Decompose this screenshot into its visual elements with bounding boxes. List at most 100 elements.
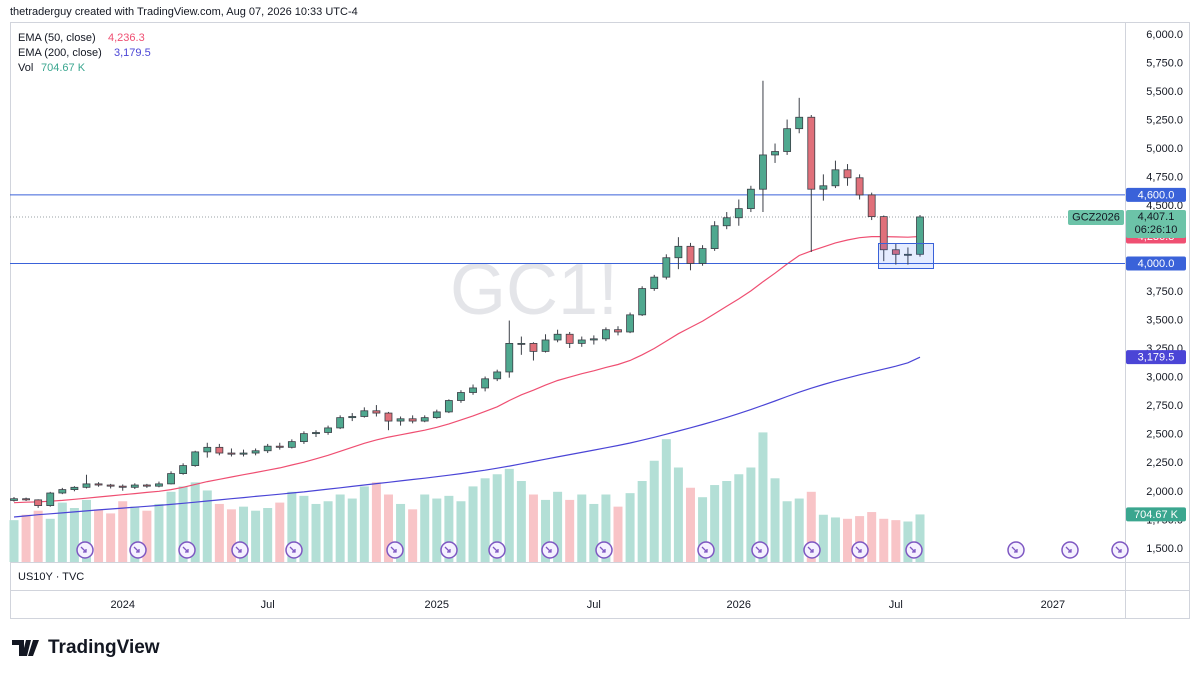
volume-bar: [673, 467, 683, 562]
y-tick-label: 5,000.0: [1146, 143, 1183, 155]
candle-body: [795, 116, 804, 130]
candle-body: [420, 417, 429, 422]
candle-body: [469, 387, 477, 393]
volume-bar: [722, 481, 732, 562]
event-icon: [1111, 541, 1129, 559]
event-icon: [231, 541, 249, 559]
volume-bar: [202, 490, 212, 562]
candle-body: [191, 451, 200, 467]
plot: [9, 80, 1129, 562]
volume-bar: [251, 510, 261, 562]
frame: [10, 22, 1190, 619]
candle-body: [698, 248, 707, 264]
volume-bar: [263, 508, 273, 562]
candle-body: [614, 329, 622, 333]
volume-bar: [94, 509, 104, 562]
volume-bar: [178, 486, 188, 562]
event-icon-arrow: [807, 546, 814, 553]
volume-bar: [867, 512, 877, 562]
volume-bar: [154, 503, 164, 562]
volume-bar: [504, 468, 514, 562]
candle-body: [179, 465, 188, 474]
volume-bar: [480, 478, 490, 562]
volume-bar: [855, 516, 865, 562]
volume-bar: [239, 506, 249, 562]
event-icon-arrow: [1011, 546, 1018, 553]
candle-body: [831, 169, 840, 187]
ema-value-label-bg: [1126, 350, 1186, 365]
candle-body: [541, 339, 550, 352]
volume-bar: [806, 491, 816, 562]
candle-body: [227, 452, 236, 455]
candle-body: [891, 249, 900, 255]
candle-body: [312, 432, 320, 435]
event-icon-arrow: [1115, 546, 1122, 553]
event-icon-arrow: [599, 546, 606, 553]
candle-body: [759, 154, 767, 190]
candle-body: [106, 484, 115, 487]
event-icon: [905, 541, 923, 559]
volume-bar: [81, 499, 91, 562]
volume-bar: [456, 501, 466, 562]
candle-body: [879, 216, 888, 251]
volume-bar: [226, 509, 236, 562]
volume-bar: [710, 485, 720, 562]
event-icon-arrow: [390, 546, 397, 553]
candle-body: [493, 371, 502, 380]
candle-body: [783, 128, 792, 152]
y-tick-label: 4,750.0: [1146, 172, 1183, 184]
volume-value-label-bg: [1126, 507, 1186, 522]
ema-line: [13, 235, 921, 504]
candle-body: [142, 484, 151, 487]
volume-bar: [625, 493, 635, 562]
event-icon-arrow: [492, 546, 499, 553]
volume-bar: [891, 520, 901, 562]
event-icon: [595, 541, 613, 559]
candle-body: [626, 314, 634, 333]
event-icon-arrow: [755, 546, 762, 553]
candle-body: [118, 485, 127, 488]
volume-bar: [746, 467, 756, 562]
header: thetraderguy created with TradingView.co…: [10, 6, 358, 18]
volume-bar: [879, 518, 889, 562]
candle-body: [10, 498, 18, 501]
y-tick-label: 2,000.0: [1146, 486, 1183, 498]
candle-body: [710, 225, 719, 249]
event-icon: [751, 541, 769, 559]
volume-bar: [843, 518, 853, 562]
logo-mark: [12, 640, 39, 656]
event-icon-arrow: [133, 546, 140, 553]
last-price-bg: [1126, 209, 1186, 238]
legend-value: 4,236.3: [108, 32, 145, 44]
y-tick-label: 2,750.0: [1146, 400, 1183, 412]
candle-body: [203, 446, 212, 453]
volume-bar: [166, 491, 176, 562]
event-icon: [76, 541, 94, 559]
candle-body: [34, 499, 43, 506]
volume-bar: [613, 506, 623, 562]
event-icon: [440, 541, 458, 559]
event-icon: [697, 541, 715, 559]
candle-body: [457, 392, 465, 401]
candle-body: [372, 410, 381, 414]
candle-body: [46, 492, 55, 506]
event-icon-arrow: [80, 546, 87, 553]
event-icon-arrow: [235, 546, 242, 553]
volume-bar: [782, 501, 792, 562]
event-icon: [129, 541, 147, 559]
candle-body: [565, 333, 574, 344]
candle-body: [602, 329, 610, 340]
candle-body: [734, 208, 743, 219]
volume-bar: [21, 514, 31, 562]
volume-bar: [118, 501, 128, 562]
event-icon: [386, 541, 404, 559]
event-icon-arrow: [545, 546, 552, 553]
candle-body: [70, 486, 79, 490]
volume-bar: [323, 501, 333, 562]
candle-body: [650, 276, 659, 289]
symbol-label-bg: [1068, 209, 1124, 225]
x-tick-label: 2027: [1041, 599, 1065, 611]
volume-bar: [661, 439, 671, 562]
x-tick-label: Jul: [889, 599, 903, 611]
